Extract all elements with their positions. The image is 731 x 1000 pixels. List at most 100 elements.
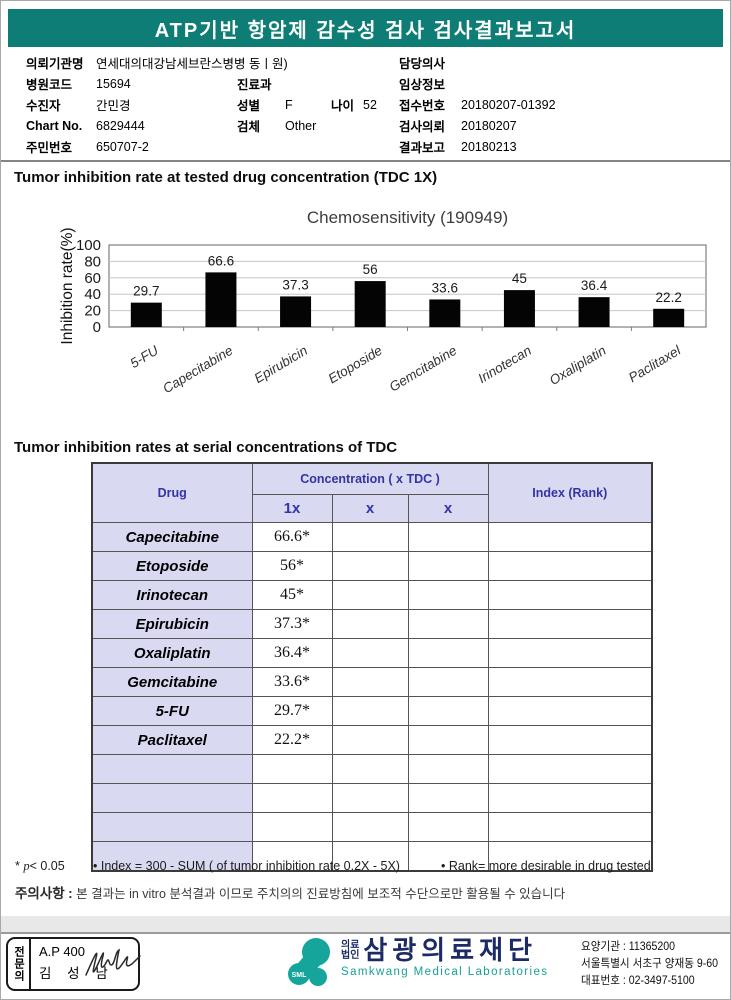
col-header-concentration: Concentration ( x TDC )	[251, 462, 489, 495]
field-label: 병원코드	[26, 78, 73, 92]
value-x	[407, 580, 489, 610]
info-row: 의뢰기관명 연세대의대강남세브란스병병 동ㅣ원)	[26, 52, 376, 73]
index-rank	[487, 812, 653, 842]
value-1x: 22.2*	[251, 725, 333, 755]
caution-separator: :	[68, 886, 73, 901]
index-rank	[487, 783, 653, 813]
field-value: 20180207-01392	[461, 97, 556, 112]
info-row: 담당의사	[399, 52, 709, 73]
info-row: 검사의뢰 20180207	[399, 115, 709, 136]
value-1x	[251, 841, 333, 872]
field-label: 성별	[237, 99, 261, 113]
svg-text:37.3: 37.3	[282, 277, 308, 292]
svg-text:Gemcitabine: Gemcitabine	[387, 343, 460, 395]
value-x	[331, 667, 409, 697]
field-value: 연세대의대강남세브란스병병 동ㅣ원)	[96, 57, 288, 71]
svg-text:40: 40	[84, 286, 101, 303]
value-x	[331, 725, 409, 755]
sml-logo-icon: SML	[288, 938, 330, 986]
info-row: 주민번호 650707-2	[26, 136, 376, 157]
index-note: • Index = 300 - SUM ( of tumor inhibitio…	[93, 859, 400, 873]
table-row: Irinotecan 45*	[91, 580, 653, 610]
drug-name: Gemcitabine	[91, 667, 253, 697]
field-value: F	[285, 97, 293, 112]
svg-text:60: 60	[84, 270, 101, 287]
info-row: 병원코드 15694	[26, 73, 376, 94]
field-value: 15694	[96, 76, 131, 91]
svg-text:5-FU: 5-FU	[127, 343, 161, 371]
value-x	[407, 609, 489, 639]
svg-text:45: 45	[512, 271, 527, 286]
patient-info-left: 의뢰기관명 연세대의대강남세브란스병병 동ㅣ원) 병원코드 15694 수진자 …	[26, 52, 376, 157]
index-rank	[487, 580, 653, 610]
field-value: 간민경	[96, 99, 131, 113]
value-1x: 66.6*	[251, 522, 333, 552]
table-row: Gemcitabine 33.6*	[91, 667, 653, 697]
stamp-content: A.P 400 김 성 남	[31, 939, 141, 989]
chart-section-heading: Tumor inhibition rate at tested drug con…	[14, 169, 438, 186]
report-title-bar: ATP기반 항암제 감수성 검사 검사결과보고서	[8, 9, 723, 47]
index-rank	[487, 609, 653, 639]
caution-label: 주의사항	[15, 886, 65, 901]
lab-contact-block: 요양기관 : 11365200 서울특별시 서초구 양재동 9-60 대표번호 …	[581, 939, 718, 990]
drug-name: Oxaliplatin	[91, 638, 253, 668]
lab-name-block: 의료 법인 삼광의료재단 Samkwang Medical Laboratori…	[341, 937, 548, 991]
value-x	[331, 551, 409, 581]
table-row-empty	[91, 754, 653, 784]
info-row: 수진자 간민경	[26, 94, 376, 115]
value-1x	[251, 754, 333, 784]
svg-text:80: 80	[84, 253, 101, 270]
info-row: Chart No. 6829444	[26, 115, 376, 136]
report-title: ATP기반 항암제 감수성 검사 검사결과보고서	[154, 19, 577, 42]
footer-divider-band	[1, 916, 730, 934]
index-rank	[487, 725, 653, 755]
svg-text:22.2: 22.2	[656, 290, 682, 305]
drug-name: Epirubicin	[91, 609, 253, 639]
concentration-table: Drug Concentration ( x TDC ) Index (Rank…	[91, 462, 654, 872]
drug-name	[91, 812, 253, 842]
field-label: 의뢰기관명	[26, 57, 84, 71]
field-label: 검체	[237, 120, 261, 134]
section-divider	[1, 160, 730, 162]
stamp-code: A.P 400	[39, 944, 86, 959]
info-row: 결과보고 20180213	[399, 136, 709, 157]
lab-name-korean: 삼광의료재단	[363, 935, 537, 965]
info-row: 진료과	[237, 73, 407, 94]
lab-type-label: 의료 법인	[341, 941, 359, 961]
stamp-vertical-label: 전문의	[8, 939, 31, 989]
field-label: 접수번호	[399, 99, 446, 113]
lab-type-line: 의료	[341, 940, 360, 951]
concentration-table-wrap: Drug Concentration ( x TDC ) Index (Rank…	[91, 462, 654, 872]
caution-line: 주의사항 : 본 결과는 in vitro 분석결과 이므로 주치의의 진료방침…	[15, 882, 565, 902]
info-row: 성별 F 나이 52	[237, 94, 407, 115]
index-rank	[487, 551, 653, 581]
svg-text:33.6: 33.6	[432, 280, 458, 295]
field-label: 수진자	[26, 99, 61, 113]
value-x	[407, 551, 489, 581]
info-row-empty	[237, 136, 407, 157]
svg-text:100: 100	[76, 237, 101, 254]
field-label: 담당의사	[399, 57, 446, 71]
svg-text:Capecitabine: Capecitabine	[160, 343, 235, 396]
value-x	[407, 696, 489, 726]
field-value: 650707-2	[96, 139, 149, 154]
value-1x: 56*	[251, 551, 333, 581]
drug-name	[91, 754, 253, 784]
svg-text:29.7: 29.7	[133, 284, 159, 299]
significance-note: * p< 0.05	[15, 859, 93, 874]
stamp-doctor-name: 김 성 남	[39, 966, 114, 981]
field-label: 나이	[331, 99, 355, 113]
table-row-empty	[91, 783, 653, 813]
p-threshold: < 0.05	[29, 859, 65, 873]
value-x	[407, 667, 489, 697]
field-value: Other	[285, 118, 317, 133]
svg-text:Etoposide: Etoposide	[326, 343, 385, 387]
value-1x	[251, 783, 333, 813]
field-value: 20180213	[461, 139, 517, 154]
drug-name: 5-FU	[91, 696, 253, 726]
value-x	[331, 696, 409, 726]
value-x	[407, 638, 489, 668]
value-1x: 45*	[251, 580, 333, 610]
